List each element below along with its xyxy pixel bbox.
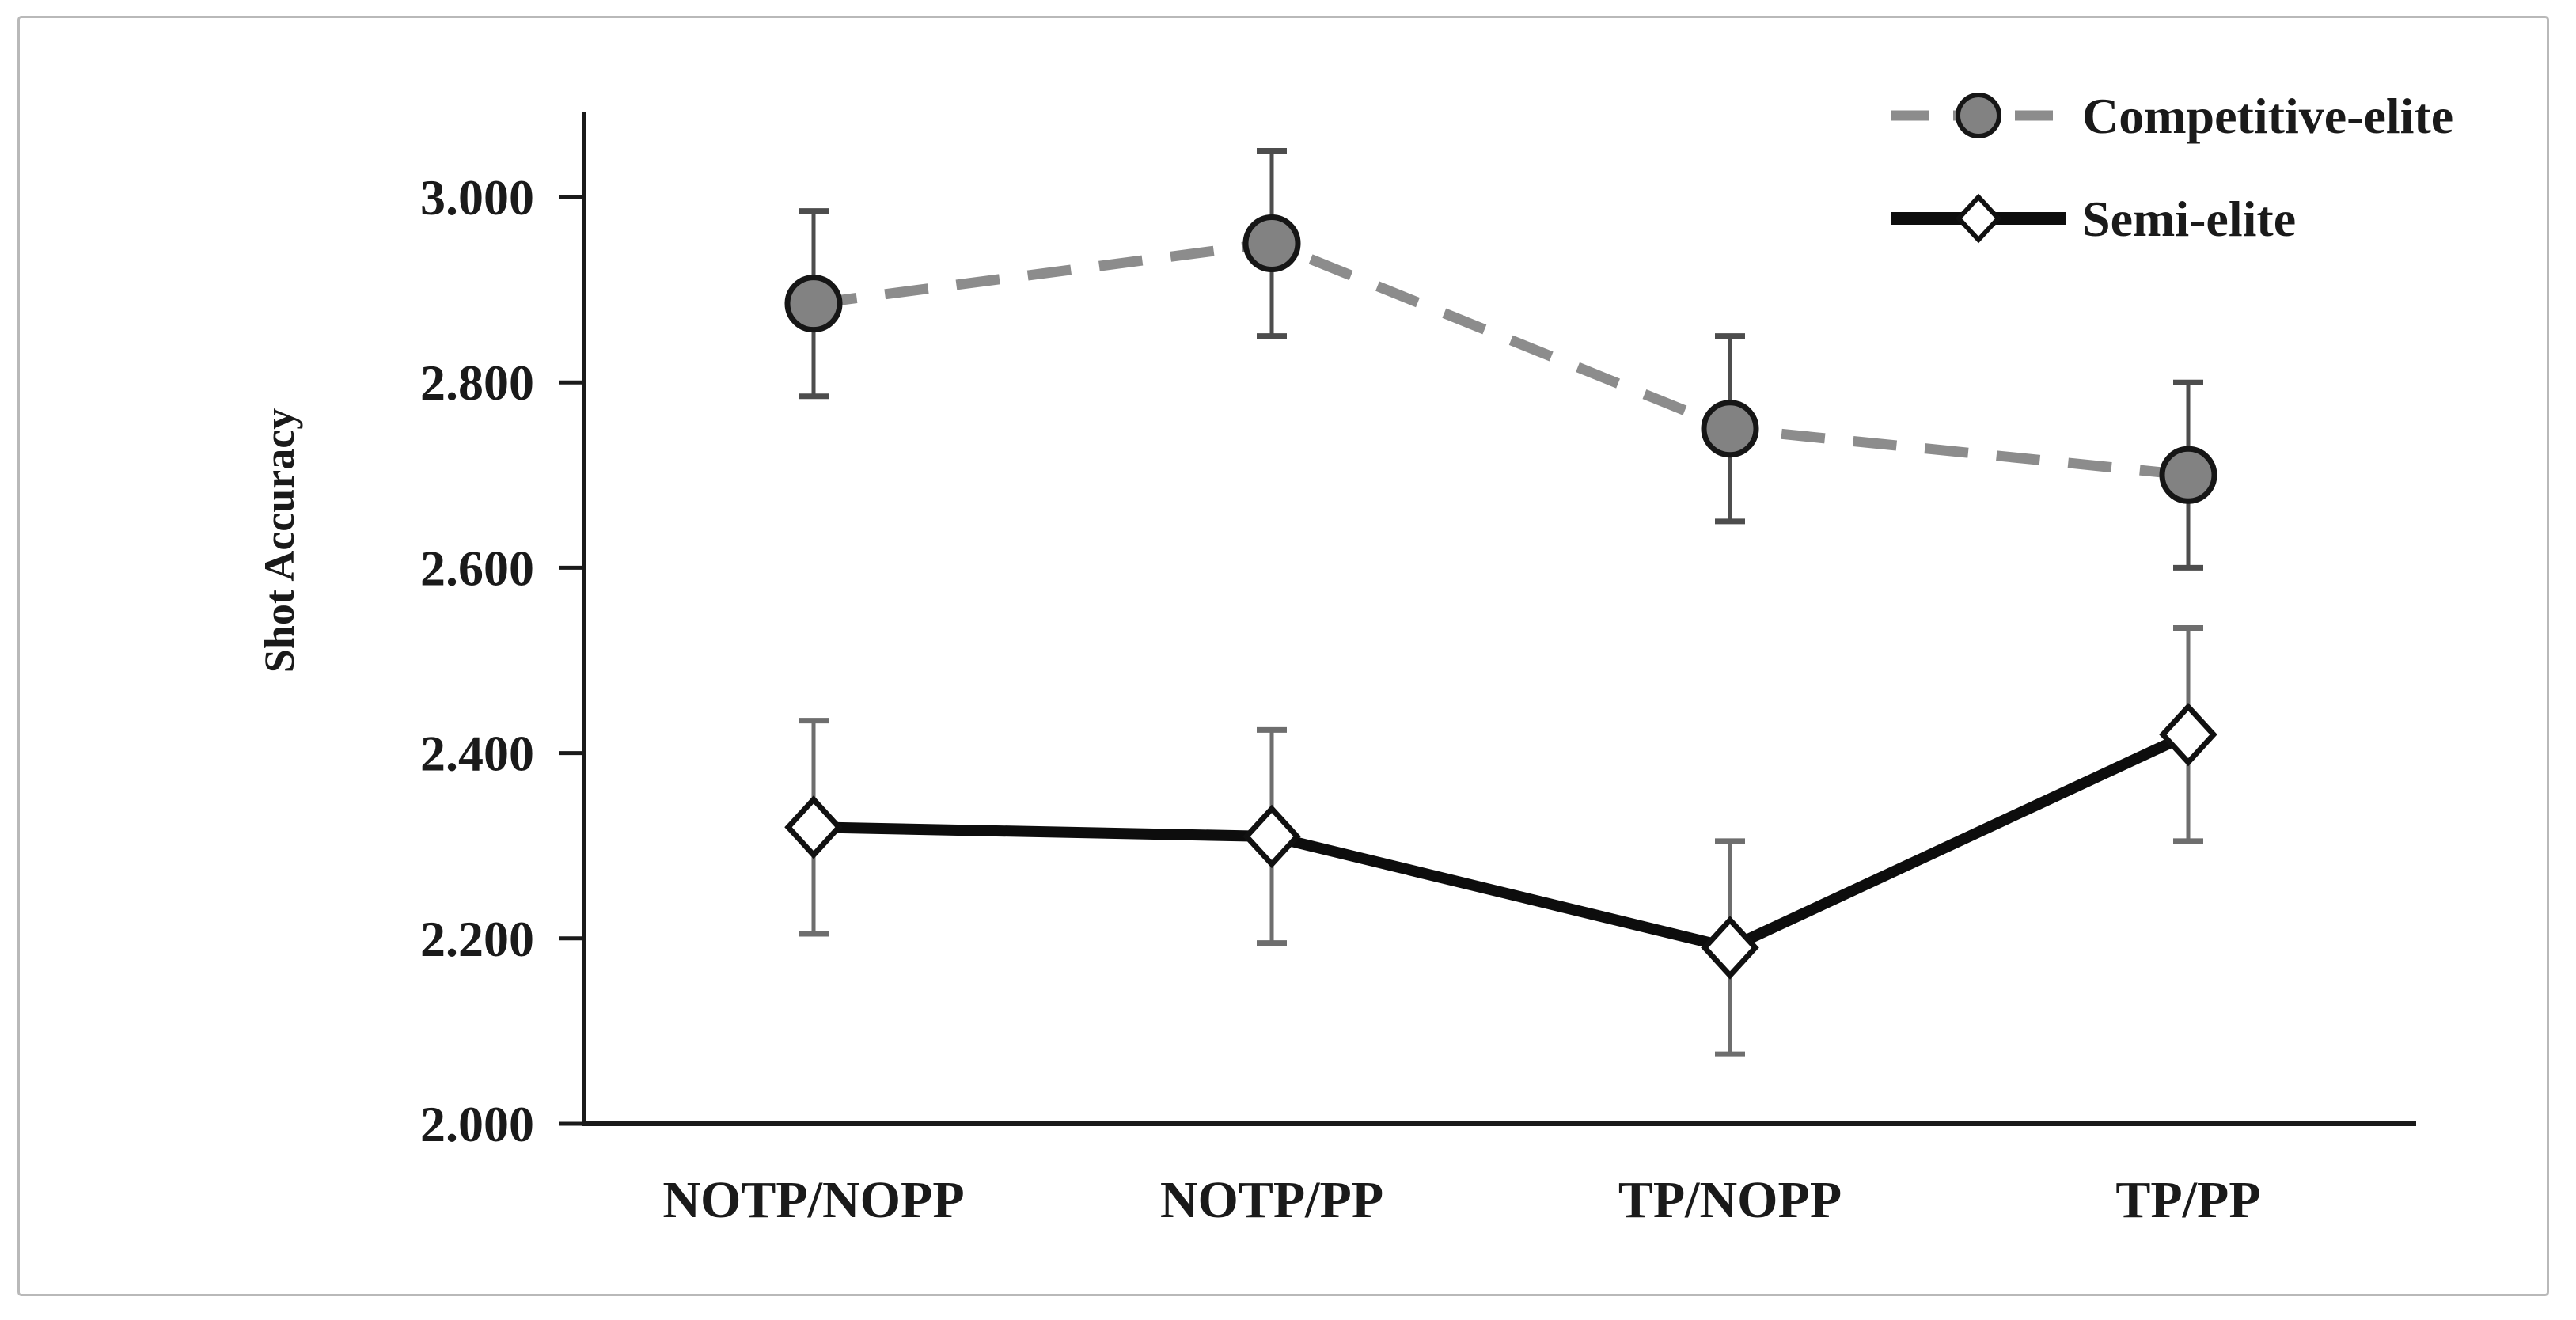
diamond-marker bbox=[784, 795, 843, 859]
circle-marker bbox=[784, 275, 843, 333]
figure-frame: 2.000 2.200 2.400 2.600 2.800 3.000 NOTP/NOPP N… bbox=[17, 16, 2549, 1296]
y-tick-label: 2.200 bbox=[420, 911, 534, 967]
series-line bbox=[813, 237, 2189, 480]
x-category-label: TP/PP bbox=[2115, 1171, 2260, 1229]
x-category-label: TP/NOPP bbox=[1618, 1171, 1842, 1229]
y-tick-label: 2.600 bbox=[420, 540, 534, 596]
x-category-label: NOTP/NOPP bbox=[662, 1171, 964, 1229]
circle-marker bbox=[1242, 214, 1301, 273]
legend: Competitive-elite Semi-elite bbox=[1891, 88, 2453, 247]
axes: 2.000 2.200 2.400 2.600 2.800 3.000 NOTP/NOPP N… bbox=[420, 112, 2416, 1229]
series-line bbox=[813, 729, 2191, 954]
shot-accuracy-line-chart: 2.000 2.200 2.400 2.600 2.800 3.000 NOTP/NOPP N… bbox=[256, 88, 2453, 1229]
diamond-marker bbox=[2159, 702, 2217, 767]
legend-label: Competitive-elite bbox=[2082, 88, 2453, 144]
x-category-label: NOTP/PP bbox=[1160, 1171, 1383, 1229]
y-tick-label: 2.400 bbox=[420, 726, 534, 782]
y-axis-title: Shot Accuracy bbox=[256, 408, 303, 673]
diamond-marker bbox=[1242, 804, 1301, 869]
circle-marker bbox=[1701, 400, 1759, 458]
legend-entry: Competitive-elite bbox=[1891, 88, 2453, 144]
circle-marker bbox=[2159, 446, 2217, 504]
series-competitive-elite bbox=[784, 147, 2217, 571]
legend-label: Semi-elite bbox=[2082, 191, 2296, 247]
y-tick-label: 3.000 bbox=[420, 169, 534, 226]
diamond-marker bbox=[1955, 193, 2002, 244]
y-tick-label: 2.000 bbox=[420, 1096, 534, 1152]
legend-entry: Semi-elite bbox=[1891, 191, 2296, 247]
circle-marker bbox=[1956, 93, 2001, 138]
series-semi-elite bbox=[784, 625, 2217, 1057]
y-tick-label: 2.800 bbox=[420, 355, 534, 411]
diamond-marker bbox=[1701, 916, 1759, 980]
